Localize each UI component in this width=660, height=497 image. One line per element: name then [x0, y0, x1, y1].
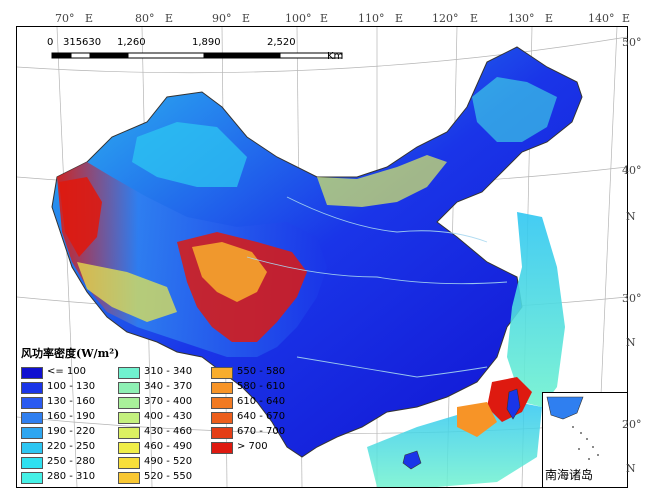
scale-tick-0: 0	[47, 37, 54, 48]
legend-label: 550 - 580	[237, 366, 286, 377]
lon-70-e: E	[85, 12, 94, 25]
legend-swatch	[21, 382, 43, 394]
legend: 风功率密度(W/m²) <= 100 100 - 130 130 - 160 160 …	[21, 345, 311, 484]
inset-label: 南海诸岛	[545, 468, 594, 482]
legend-swatch	[21, 442, 43, 454]
lon-100: 100°	[285, 12, 312, 25]
legend-label: 130 - 160	[47, 396, 96, 407]
scale-tick-1260: 1,260	[117, 37, 146, 48]
legend-label: <= 100	[47, 366, 87, 377]
lon-120: 120°	[432, 12, 459, 25]
legend-label: 190 - 220	[47, 426, 96, 437]
lat-40-n: N	[626, 210, 636, 223]
legend-label: 640 - 670	[237, 411, 286, 422]
lat-30-n: N	[626, 336, 636, 349]
legend-label: 220 - 250	[47, 441, 96, 452]
west-red-patch	[59, 177, 102, 257]
legend-label: 250 - 280	[47, 456, 96, 467]
west-yellow-band	[77, 262, 177, 322]
inset-map	[546, 396, 599, 460]
hainan-island	[402, 450, 422, 470]
legend-swatch	[118, 442, 140, 454]
legend-swatch	[118, 367, 140, 379]
scale-tick-1890: 1,890	[192, 37, 221, 48]
legend-swatch	[21, 472, 43, 484]
legend-label: 370 - 400	[144, 396, 193, 407]
legend-label: 160 - 190	[47, 411, 96, 422]
legend-swatch	[118, 427, 140, 439]
lon-130: 130°	[508, 12, 535, 25]
legend-swatch	[211, 427, 233, 439]
lon-80: 80°	[135, 12, 155, 25]
legend-label: 100 - 130	[47, 381, 96, 392]
hotspot-orange	[457, 402, 497, 437]
legend-swatch	[21, 457, 43, 469]
legend-swatch	[211, 367, 233, 379]
scale-tick-630: 630	[82, 37, 102, 48]
legend-swatch	[118, 457, 140, 469]
lon-120-e: E	[470, 12, 479, 25]
lon-110-e: E	[395, 12, 404, 25]
legend-label: 520 - 550	[144, 471, 193, 482]
inner-mongolia-band	[317, 155, 447, 207]
lon-140: 140°	[588, 12, 615, 25]
lat-40: 40°	[622, 164, 642, 177]
lat-50: 50°	[622, 36, 642, 49]
legend-swatch	[118, 382, 140, 394]
rivers	[246, 196, 508, 378]
lon-140-e: E	[622, 12, 631, 25]
xinjiang-cyan	[132, 122, 247, 187]
legend-label: 400 - 430	[144, 411, 193, 422]
legend-label: 610 - 640	[237, 396, 286, 407]
map-canvas	[17, 27, 627, 487]
legend-swatch	[211, 442, 233, 454]
lon-100-e: E	[320, 12, 329, 25]
legend-swatch	[118, 412, 140, 424]
scale-unit: Km	[327, 51, 344, 62]
legend-swatch	[211, 397, 233, 409]
northeast-cyan	[472, 77, 557, 142]
legend-swatch	[21, 367, 43, 379]
lon-90-e: E	[242, 12, 251, 25]
legend-swatch	[118, 472, 140, 484]
lat-20: 20°	[622, 418, 642, 431]
legend-label: > 700	[237, 441, 268, 452]
legend-swatch	[21, 397, 43, 409]
lon-110: 110°	[358, 12, 385, 25]
scale-tick-2520: 2,520	[267, 37, 296, 48]
map-frame: 0 315 630 1,260 1,890 2,520 Km 风功率密度(W/m…	[16, 26, 628, 488]
lat-30: 30°	[622, 292, 642, 305]
east-sea-area	[507, 212, 565, 407]
legend-label: 490 - 520	[144, 456, 193, 467]
legend-label: 460 - 490	[144, 441, 193, 452]
lon-130-e: E	[545, 12, 554, 25]
legend-title: 风功率密度(W/m²)	[21, 347, 120, 360]
lat-20-n: N	[626, 462, 636, 475]
legend-label: 280 - 310	[47, 471, 96, 482]
legend-swatch	[21, 427, 43, 439]
legend-label: 580 - 610	[237, 381, 286, 392]
legend-label: 670 - 700	[237, 426, 286, 437]
south-china-sea-inset: 南海诸岛	[542, 392, 627, 487]
lon-80-e: E	[165, 12, 174, 25]
legend-swatch	[211, 382, 233, 394]
legend-label: 310 - 340	[144, 366, 193, 377]
scale-tick-315: 315	[63, 37, 83, 48]
lon-70: 70°	[55, 12, 75, 25]
taiwan-island	[506, 388, 521, 420]
scale-bar	[51, 52, 343, 59]
lon-90: 90°	[212, 12, 232, 25]
legend-label: 430 - 460	[144, 426, 193, 437]
legend-swatch	[21, 412, 43, 424]
legend-swatch	[211, 412, 233, 424]
legend-swatch	[118, 397, 140, 409]
legend-label: 340 - 370	[144, 381, 193, 392]
